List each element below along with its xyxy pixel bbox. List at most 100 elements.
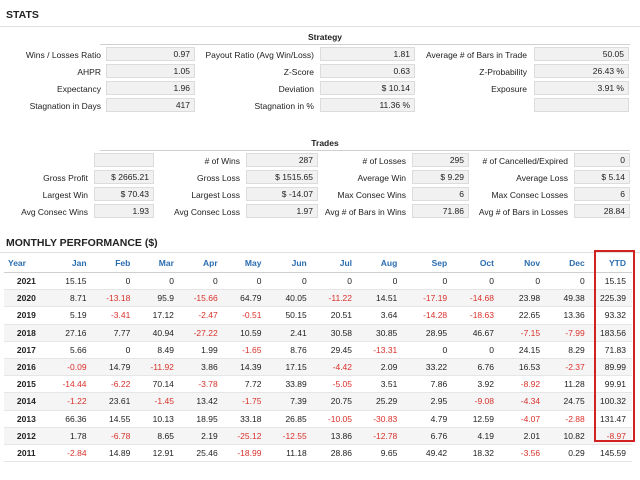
trade-value: 1.97: [246, 204, 318, 218]
year-cell: 2016: [4, 358, 49, 377]
month-cell: 17.15: [267, 358, 313, 377]
month-cell: 23.98: [499, 289, 547, 308]
table-row: 2021 15.15 0 0 0 0 0 0 0 0 0 0 0 15.15: [4, 272, 632, 291]
stat-value: 11.36 %: [320, 98, 415, 112]
trades-divider: [100, 150, 630, 151]
stat-label: AHPR: [77, 67, 101, 77]
month-cell: -7.99: [546, 324, 591, 342]
ytd-cell: 99.91: [590, 375, 632, 394]
month-cell: 11.18: [267, 444, 313, 463]
month-cell: 14.39: [223, 358, 268, 377]
trade-label: Average Win: [357, 173, 406, 183]
trade-value: 287: [246, 153, 318, 167]
month-cell: 28.95: [403, 324, 454, 342]
month-cell: 6.76: [403, 427, 454, 445]
year-cell: 2017: [4, 341, 49, 359]
month-cell: 30.58: [312, 324, 359, 342]
stat-label: Z-Probability: [479, 67, 527, 77]
stat-value: 1.96: [106, 81, 195, 95]
month-cell: 9.65: [358, 444, 404, 463]
month-cell: 20.51: [312, 306, 359, 325]
month-cell: 29.45: [312, 341, 359, 359]
month-cell: -3.56: [499, 444, 547, 463]
column-header-nov[interactable]: Nov: [499, 253, 547, 273]
stat-value: 0.63: [320, 64, 415, 78]
month-cell: 4.79: [403, 410, 454, 428]
column-header-oct[interactable]: Oct: [453, 253, 500, 273]
month-cell: 8.65: [136, 427, 180, 445]
trade-label: Gross Profit: [43, 173, 88, 183]
column-header-year[interactable]: Year: [4, 253, 49, 273]
month-cell: 18.32: [453, 444, 500, 463]
stats-title: STATS: [6, 9, 39, 21]
month-cell: -1.22: [48, 392, 93, 411]
month-cell: 33.89: [267, 375, 313, 394]
month-cell: 0: [403, 272, 454, 291]
column-header-sep[interactable]: Sep: [403, 253, 454, 273]
trade-value: 6: [412, 187, 469, 201]
month-cell: 30.85: [358, 324, 404, 342]
month-cell: 25.46: [179, 444, 224, 463]
stat-value: 1.05: [106, 64, 195, 78]
trade-label: Max Consec Losses: [491, 190, 568, 200]
column-header-jun[interactable]: Jun: [267, 253, 313, 273]
month-cell: 3.92: [453, 375, 500, 394]
table-row: 2016 -0.09 14.79 -11.92 3.86 14.39 17.15 -4.42 2…: [4, 358, 632, 377]
month-cell: -2.88: [546, 410, 591, 428]
month-cell: 1.99: [179, 341, 224, 359]
column-header-may[interactable]: May: [223, 253, 268, 273]
column-header-apr[interactable]: Apr: [179, 253, 224, 273]
trade-label: Max Consec Wins: [337, 190, 407, 200]
month-cell: 2.09: [358, 358, 404, 377]
year-cell: 2011: [4, 444, 49, 463]
month-cell: -4.34: [499, 392, 547, 411]
year-cell: 2019: [4, 306, 49, 325]
month-cell: 0: [453, 341, 500, 359]
month-cell: 4.19: [453, 427, 500, 445]
column-header-feb[interactable]: Feb: [92, 253, 137, 273]
monthly-performance-title: MONTHLY PERFORMANCE ($): [6, 237, 158, 249]
month-cell: 0: [92, 341, 137, 359]
column-header-dec[interactable]: Dec: [546, 253, 591, 273]
month-cell: 2.41: [267, 324, 313, 342]
column-header-jan[interactable]: Jan: [48, 253, 93, 273]
month-cell: -2.37: [546, 358, 591, 377]
month-cell: -14.28: [403, 306, 454, 325]
column-header-jul[interactable]: Jul: [312, 253, 359, 273]
strategy-divider: [100, 44, 630, 45]
stat-value: 1.81: [320, 47, 415, 61]
trade-value: $ 2665.21: [94, 170, 154, 184]
trade-label: Average Loss: [516, 173, 568, 183]
trade-value: 6: [574, 187, 630, 201]
month-cell: 22.65: [499, 306, 547, 325]
trade-label: Avg # of Bars in Losses: [478, 207, 568, 217]
month-cell: 0: [546, 272, 591, 291]
table-row: 2018 27.16 7.77 40.94 -27.22 10.59 2.41 30.58 30…: [4, 324, 632, 342]
month-cell: 70.14: [136, 375, 180, 394]
trade-value: 1.93: [94, 204, 154, 218]
month-cell: -1.45: [136, 392, 180, 411]
month-cell: 10.59: [223, 324, 268, 342]
month-cell: -6.22: [92, 375, 137, 394]
month-cell: 46.67: [453, 324, 500, 342]
month-cell: 0: [358, 272, 404, 291]
ytd-column-highlight: [594, 250, 635, 442]
month-cell: 0.29: [546, 444, 591, 463]
month-cell: 14.55: [92, 410, 137, 428]
trade-value: 28.84: [574, 204, 630, 218]
trade-label: # of Cancelled/Expired: [482, 156, 568, 166]
month-cell: 0: [136, 272, 180, 291]
column-header-mar[interactable]: Mar: [136, 253, 180, 273]
year-cell: 2020: [4, 289, 49, 308]
month-cell: 0: [312, 272, 359, 291]
column-header-aug[interactable]: Aug: [358, 253, 404, 273]
month-cell: 3.64: [358, 306, 404, 325]
month-cell: 23.61: [92, 392, 137, 411]
column-header-ytd[interactable]: YTD: [590, 253, 632, 273]
month-cell: -12.78: [358, 427, 404, 445]
month-cell: 16.53: [499, 358, 547, 377]
table-row: 2012 1.78 -6.78 8.65 2.19 -25.12 -12.55 13.86 -1…: [4, 427, 632, 445]
table-header-row: Year Jan Feb Mar Apr May Jun Jul Aug Sep Oct Nov Dec…: [4, 253, 632, 273]
month-cell: 25.29: [358, 392, 404, 411]
stat-label: Stagnation in Days: [29, 101, 101, 111]
